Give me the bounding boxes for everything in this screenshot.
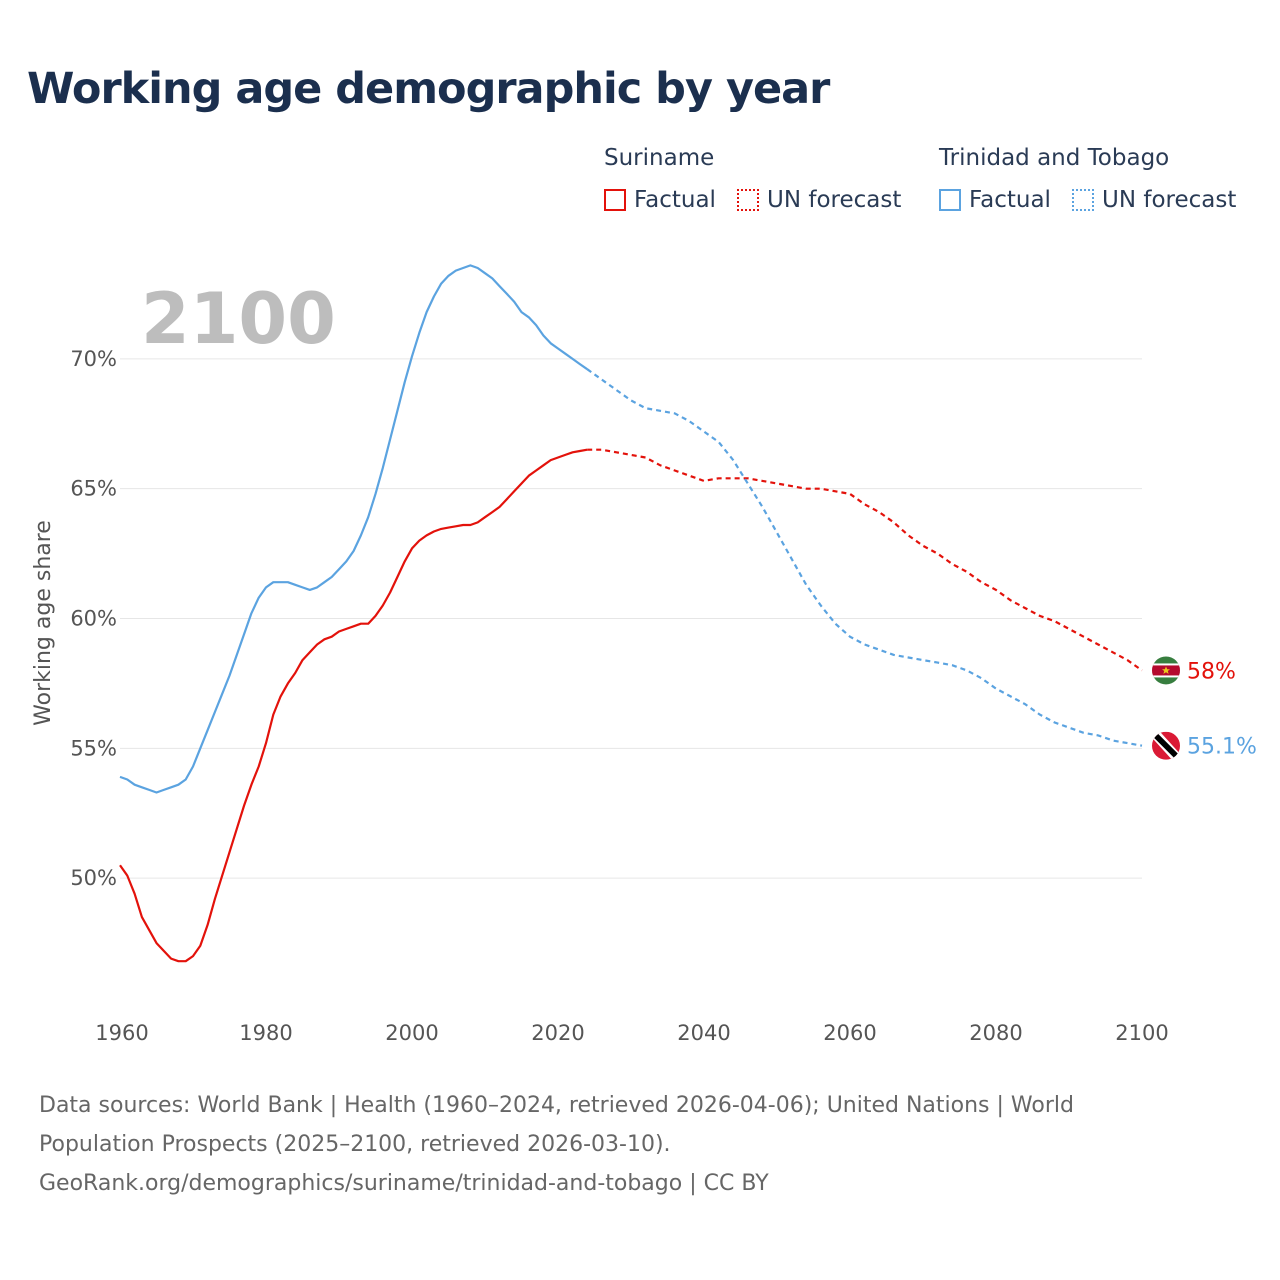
legend-group-title: Suriname [604, 145, 715, 171]
y-tick-label: 55% [70, 736, 117, 760]
x-tick-label: 2000 [385, 1021, 438, 1045]
y-tick-label: 50% [70, 866, 117, 890]
legend-item-trinidad-factual[interactable]: Factual [939, 187, 1051, 213]
legend-swatch-dotted [1072, 189, 1094, 211]
legend: Suriname Factual UN forecast Trinidad an… [604, 145, 1264, 225]
y-tick-label: 70% [70, 347, 117, 371]
x-tick-label: 1980 [239, 1021, 292, 1045]
suriname-forecast-line [587, 448, 1143, 672]
line-chart: 2100 50% 55% 60% 65% 70% 1960 1980 2000 2020 204… [31, 264, 1257, 1045]
legend-swatch-dotted [737, 189, 759, 211]
legend-swatch-solid [939, 189, 961, 211]
trinidad-flag-icon [1152, 731, 1180, 760]
legend-label: UN forecast [767, 187, 902, 213]
year-indicator: 2100 [141, 278, 336, 360]
footer-sources: Data sources: World Bank | Health (1960–… [39, 1086, 1239, 1203]
x-tick-label: 1960 [95, 1021, 148, 1045]
x-tick-label: 2100 [1115, 1021, 1168, 1045]
y-axis-label: Working age share [31, 520, 56, 726]
legend-swatch-solid [604, 189, 626, 211]
grid-lines [120, 358, 1142, 879]
x-tick-label: 2060 [823, 1021, 876, 1045]
y-axis-ticks: 50% 55% 60% 65% 70% [70, 347, 117, 890]
end-markers: 58% 55.1% [1152, 656, 1257, 760]
x-tick-label: 2080 [969, 1021, 1022, 1045]
legend-label: Factual [634, 187, 716, 213]
suriname-end-label: 58% [1187, 659, 1236, 684]
suriname-factual-line [119, 448, 588, 963]
x-axis-ticks: 1960 1980 2000 2020 2040 2060 2080 2100 [95, 1021, 1168, 1045]
legend-label: Factual [969, 187, 1051, 213]
legend-item-trinidad-forecast[interactable]: UN forecast [1072, 187, 1236, 213]
footer-line: Population Prospects (2025–2100, retriev… [39, 1132, 671, 1157]
trinidad-end-label: 55.1% [1187, 735, 1257, 760]
x-tick-label: 2020 [531, 1021, 584, 1045]
legend-item-suriname-factual[interactable]: Factual [604, 187, 716, 213]
chart-title: Working age demographic by year [27, 64, 830, 114]
legend-label: UN forecast [1102, 187, 1237, 213]
legend-item-suriname-forecast[interactable]: UN forecast [737, 187, 901, 213]
trinidad-and-tobago-factual-line [119, 264, 588, 794]
suriname-flag-icon [1152, 656, 1180, 685]
y-tick-label: 60% [70, 607, 117, 631]
x-tick-label: 2040 [677, 1021, 730, 1045]
series-lines [119, 264, 1143, 963]
footer-line: GeoRank.org/demographics/suriname/trinid… [39, 1171, 769, 1196]
trinidad-and-tobago-forecast-line [586, 368, 1143, 747]
y-tick-label: 65% [70, 477, 117, 501]
legend-group-title: Trinidad and Tobago [939, 145, 1170, 171]
footer-line: Data sources: World Bank | Health (1960–… [39, 1093, 1074, 1118]
